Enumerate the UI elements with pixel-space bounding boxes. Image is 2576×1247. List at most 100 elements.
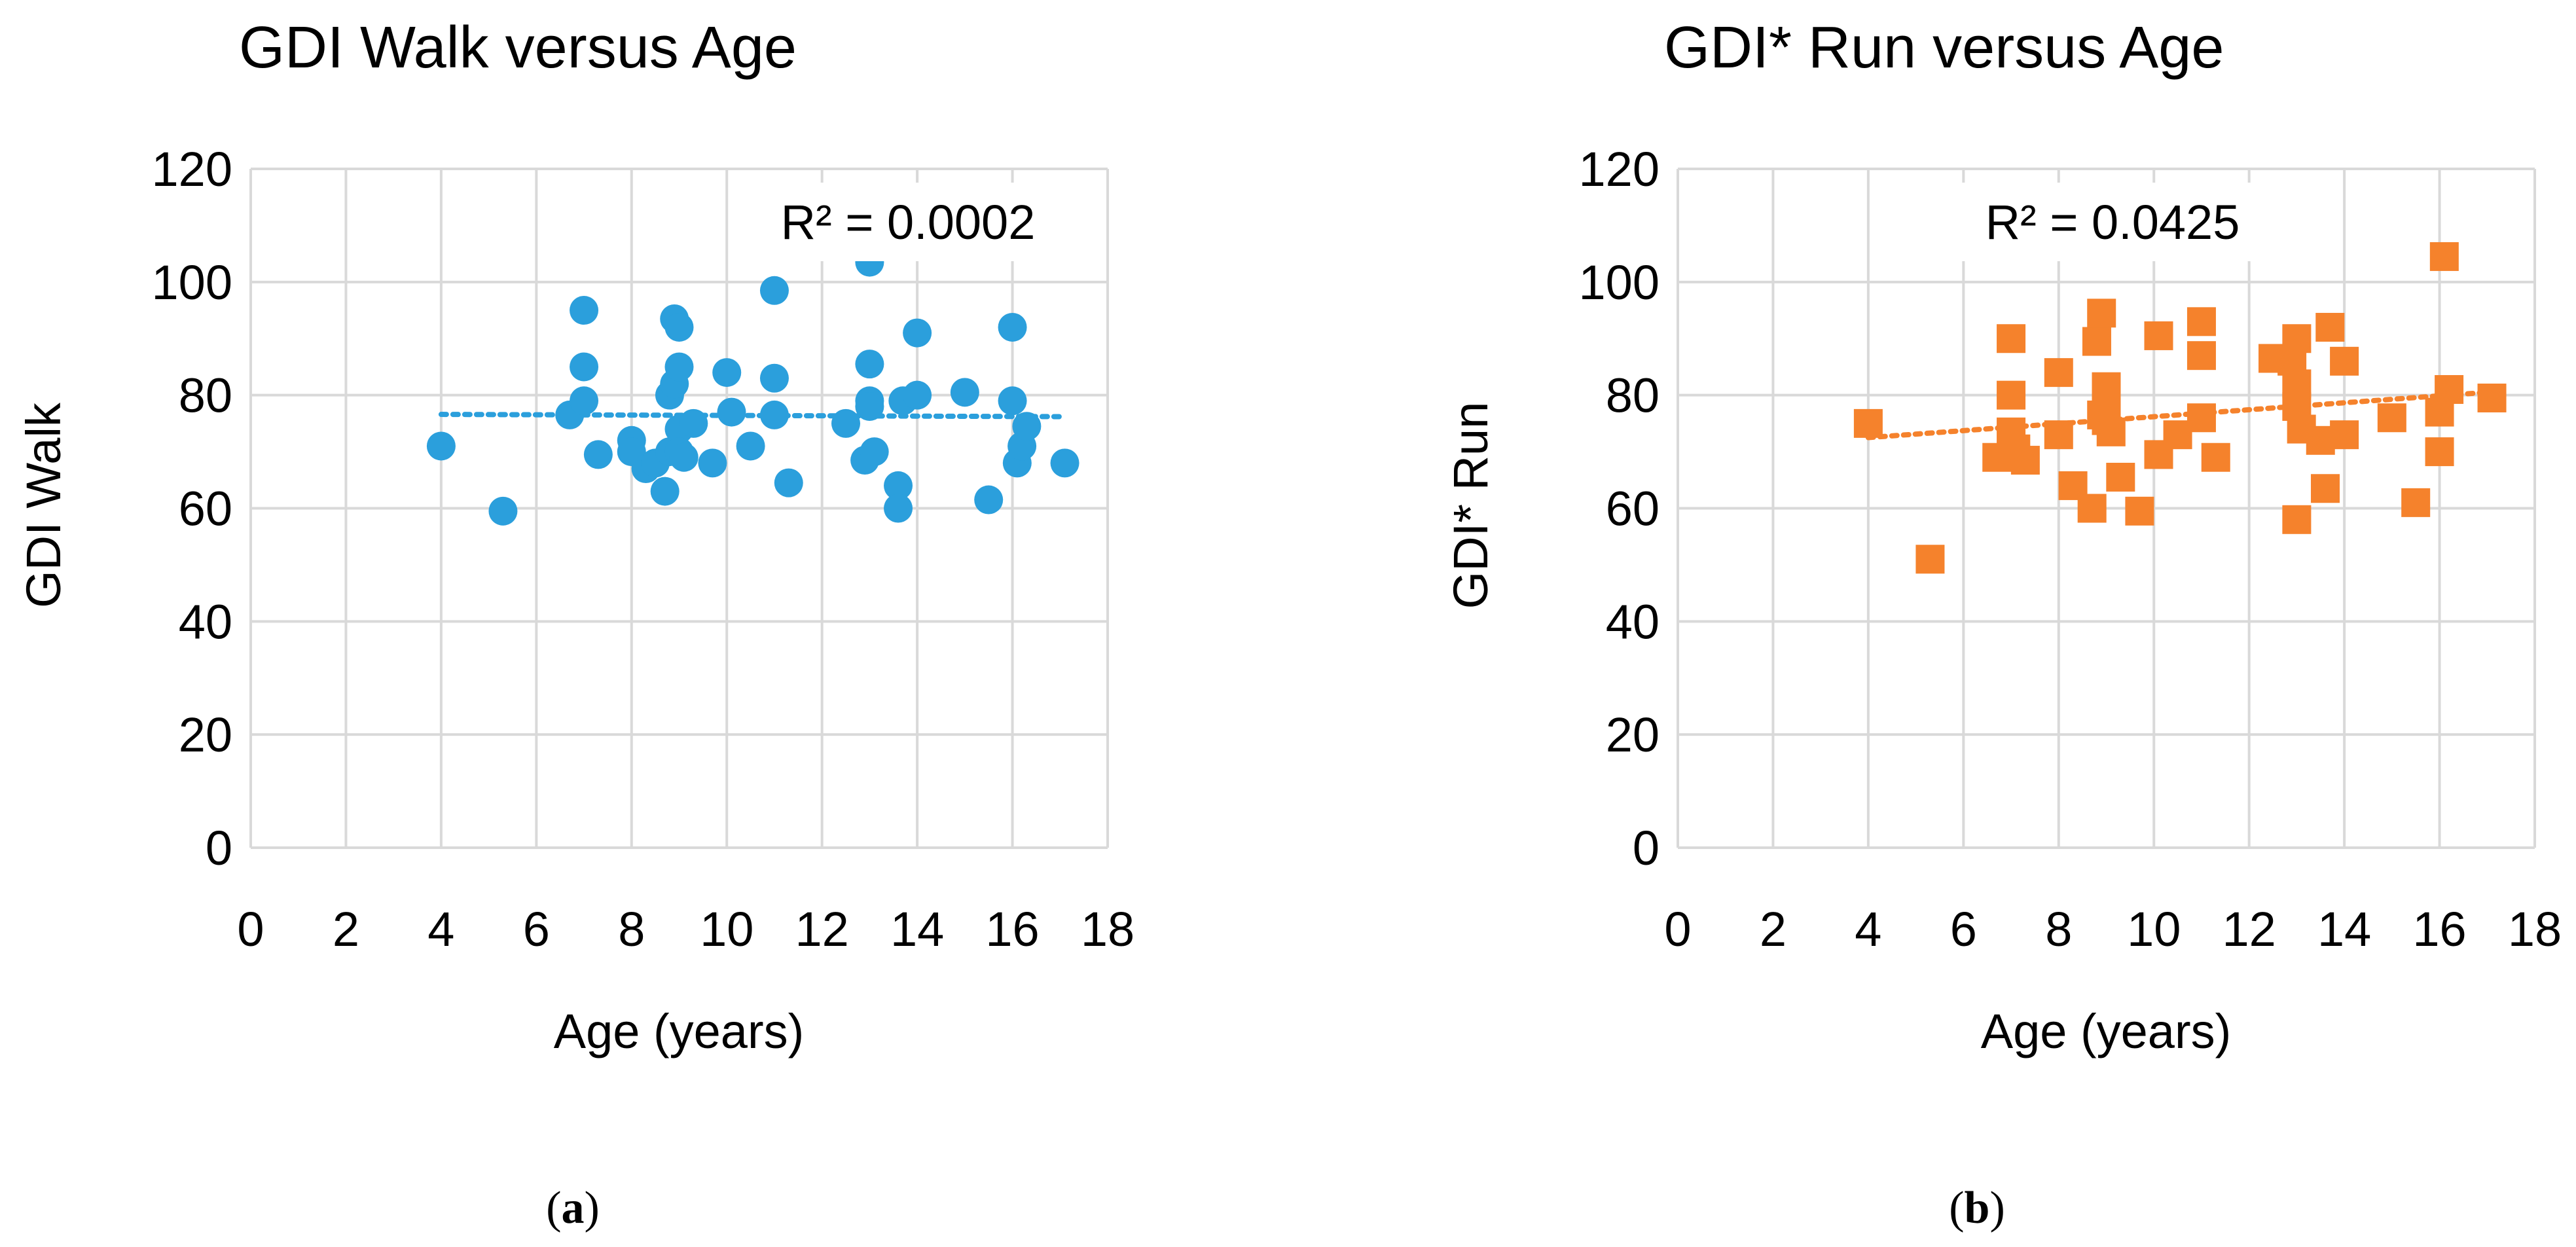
- x-axis-label: Age (years): [554, 1004, 804, 1058]
- data-point: [2435, 375, 2464, 405]
- y-tick-label: 60: [179, 482, 232, 536]
- x-axis-label: Age (years): [1981, 1004, 2231, 1058]
- data-point: [759, 400, 789, 429]
- data-point: [669, 443, 698, 472]
- r2-box: R² = 0.0002: [744, 183, 1072, 261]
- chart-gdi-walk: GDI Walk versus Age GDI Walk Age (years)…: [16, 15, 1134, 1233]
- x-tick-label: 6: [523, 902, 550, 956]
- data-point: [831, 408, 861, 438]
- x-tick-label: 10: [2127, 902, 2181, 956]
- data-point: [2082, 327, 2111, 356]
- y-tick-label: 40: [179, 594, 232, 649]
- trendline: [438, 412, 1063, 420]
- data-point: [570, 352, 599, 382]
- figure-caption: (b): [1949, 1183, 2005, 1233]
- data-point: [855, 350, 884, 379]
- data-point: [664, 352, 694, 382]
- data-points: [426, 247, 1079, 526]
- data-point: [2425, 437, 2454, 467]
- y-tick-label: 60: [1606, 482, 1660, 536]
- x-tick-label: 0: [237, 902, 264, 956]
- data-point: [1012, 412, 1042, 441]
- x-tick-label: 12: [795, 902, 849, 956]
- data-point: [2144, 321, 2173, 350]
- data-point: [664, 312, 694, 342]
- data-point: [2401, 488, 2431, 517]
- data-point: [2315, 312, 2345, 342]
- chart-title: GDI* Run versus Age: [1664, 15, 2224, 81]
- data-point: [998, 386, 1027, 416]
- data-point: [650, 477, 680, 506]
- gridlines: [249, 168, 1109, 849]
- y-tick-label: 20: [1606, 708, 1660, 762]
- data-point: [488, 496, 518, 526]
- data-point: [903, 318, 932, 348]
- data-point: [2096, 417, 2126, 446]
- y-tick-label: 0: [1633, 821, 1660, 875]
- y-tick-labels: 0 20 40 60 80 100 120: [1579, 142, 1660, 875]
- data-point: [426, 431, 456, 461]
- svg-text:(a): (a): [546, 1183, 600, 1233]
- x-tick-label: 4: [1855, 902, 1881, 956]
- data-point: [1997, 380, 2026, 410]
- data-point: [679, 408, 708, 438]
- data-point: [2311, 474, 2340, 503]
- data-point: [1050, 448, 1079, 478]
- data-point: [712, 358, 742, 388]
- figure-caption: (a): [546, 1183, 600, 1233]
- data-point: [570, 296, 599, 325]
- data-point: [884, 494, 913, 523]
- y-tick-label: 100: [1579, 255, 1660, 310]
- x-tick-label: 2: [1760, 902, 1787, 956]
- data-point: [570, 386, 599, 416]
- data-point: [2282, 324, 2312, 353]
- r2-box: R² = 0.0425: [1949, 183, 2276, 261]
- x-tick-label: 18: [2508, 902, 2562, 956]
- chart-gdi-run: GDI* Run versus Age GDI* Run Age (years)…: [1443, 15, 2562, 1233]
- y-axis-label: GDI* Run: [1443, 402, 1498, 609]
- r2-label: R² = 0.0002: [781, 195, 1036, 249]
- x-tick-label: 0: [1664, 902, 1691, 956]
- x-tick-label: 8: [2045, 902, 2072, 956]
- caption-letter: a: [562, 1183, 585, 1233]
- y-axis-label: GDI Walk: [16, 402, 71, 608]
- y-tick-label: 20: [179, 708, 232, 762]
- x-tick-label: 16: [2412, 902, 2466, 956]
- x-tick-label: 14: [890, 902, 944, 956]
- data-point: [860, 437, 889, 467]
- trendline-group: [438, 412, 1063, 420]
- data-point: [2186, 403, 2216, 433]
- x-tick-labels: 0 2 4 6 8 10 12 14 16 18: [237, 902, 1134, 956]
- data-point: [998, 312, 1027, 342]
- data-point: [2429, 242, 2459, 271]
- y-tick-label: 120: [1579, 142, 1660, 196]
- trendline-group: [1865, 389, 2490, 441]
- data-point: [903, 380, 932, 410]
- y-tick-label: 100: [152, 255, 232, 310]
- y-tick-label: 80: [179, 369, 232, 423]
- y-tick-label: 40: [1606, 594, 1660, 649]
- data-point: [2186, 341, 2216, 370]
- data-point: [2477, 383, 2507, 412]
- x-tick-label: 18: [1081, 902, 1134, 956]
- x-tick-label: 16: [985, 902, 1039, 956]
- data-point: [855, 391, 884, 421]
- x-tick-label: 2: [333, 902, 359, 956]
- svg-text:(b): (b): [1949, 1183, 2005, 1233]
- y-tick-label: 80: [1606, 369, 1660, 423]
- trendline: [1865, 389, 2490, 441]
- data-point: [2186, 307, 2216, 336]
- x-tick-label: 8: [618, 902, 645, 956]
- data-point: [717, 397, 746, 427]
- data-point: [2087, 298, 2116, 328]
- x-tick-label: 14: [2317, 902, 2371, 956]
- y-tick-label: 0: [206, 821, 232, 875]
- data-point: [1915, 545, 1945, 574]
- data-point: [2282, 505, 2312, 534]
- data-point: [2106, 462, 2135, 492]
- data-point: [2377, 403, 2406, 433]
- data-point: [974, 485, 1004, 515]
- data-point: [2044, 358, 2073, 388]
- data-point: [759, 276, 789, 305]
- data-point: [2010, 446, 2040, 475]
